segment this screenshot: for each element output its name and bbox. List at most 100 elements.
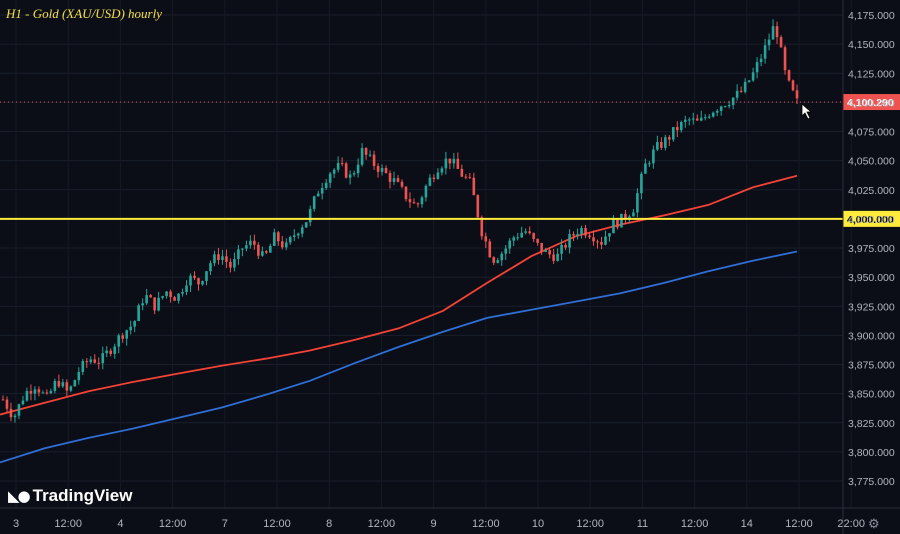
candlestick [472,172,476,196]
y-tick-label: 3,900.000 [848,330,895,342]
candlestick [137,303,140,322]
candle-body [37,389,41,393]
candle-body [121,335,124,339]
y-tick-label: 4,050.000 [848,156,895,168]
candlestick [388,170,392,189]
candlestick [324,179,328,190]
candlestick [153,297,156,315]
candlestick [779,35,783,48]
candle-body [620,213,623,228]
candlestick [580,225,583,239]
candle-body [739,90,743,92]
candle-body [340,163,344,165]
candle-body [304,222,308,228]
candlestick [117,333,121,354]
candlestick [41,390,45,394]
candle-body [735,90,739,98]
candle-body [1,399,5,401]
candlestick [548,247,551,259]
candlestick [408,192,412,208]
candlestick [129,320,132,335]
tradingview-logo: ◣● TradingView [8,486,132,506]
candlestick [225,249,228,269]
candle-body [33,389,37,394]
candle-body [500,253,504,261]
candle-body [420,197,424,205]
candlestick [61,378,65,389]
candle-body [129,326,132,331]
candle-body [727,104,731,107]
candle-body [608,233,611,237]
candlestick [213,250,216,267]
candle-body [436,172,440,179]
candle-body [432,177,436,179]
candlestick [149,293,152,298]
candle-body [49,390,53,394]
settings-gear-icon[interactable]: ⚙ [868,516,880,531]
x-tick-label: 12:00 [472,518,500,530]
candle-body [679,122,683,131]
candlestick [364,147,368,160]
candlestick [476,194,480,220]
candlestick [564,242,567,251]
candlestick [109,348,113,357]
candlestick [209,260,212,275]
candlestick [396,175,400,183]
candlestick [767,33,771,51]
candle-body [201,281,204,285]
y-tick-label: 3,875.000 [848,360,895,372]
level-label-bg [843,210,900,227]
candlestick [484,232,488,249]
candlestick [288,235,292,245]
candlestick [316,190,320,197]
candle-body [89,359,93,363]
candlestick [552,248,555,264]
candle-body [644,163,647,174]
candlestick [500,251,504,266]
candle-body [292,235,296,237]
candlestick [292,229,296,241]
candle-body [779,37,783,48]
candle-body [9,408,13,418]
candlestick [400,179,404,189]
candle-body [751,72,755,81]
candle-body [149,295,152,298]
candle-body [265,251,268,253]
candle-body [616,219,619,228]
candlestick [145,289,148,305]
candle-body [280,241,284,248]
candlestick [775,21,779,44]
candlestick [368,150,372,158]
candle-body [548,250,551,255]
candle-body [783,47,787,71]
candle-body [600,241,603,245]
candle-body [632,212,635,217]
candlestick [17,403,21,420]
candle-body [69,386,73,391]
candlestick [787,69,791,82]
candle-body [668,137,671,140]
candle-body [113,346,117,354]
candle-body [141,303,144,306]
candlestick [85,358,89,369]
candle-body [308,208,312,223]
candle-body [640,173,643,194]
candle-body [488,241,492,258]
level-line-group: 4,000.000 [0,210,900,227]
candlestick [691,112,695,125]
candlestick [165,291,168,299]
candlestick [588,231,591,239]
moving-average-line [0,250,798,464]
candlestick [197,277,200,291]
candlestick [584,224,587,239]
candle-body [193,275,196,279]
candlestick [5,396,9,413]
candlestick [57,374,61,389]
candlestick [496,257,500,264]
candlestick [81,358,85,376]
candlestick [452,152,456,169]
candlestick [683,115,687,128]
candlestick [141,298,144,311]
candle-body [532,233,535,239]
